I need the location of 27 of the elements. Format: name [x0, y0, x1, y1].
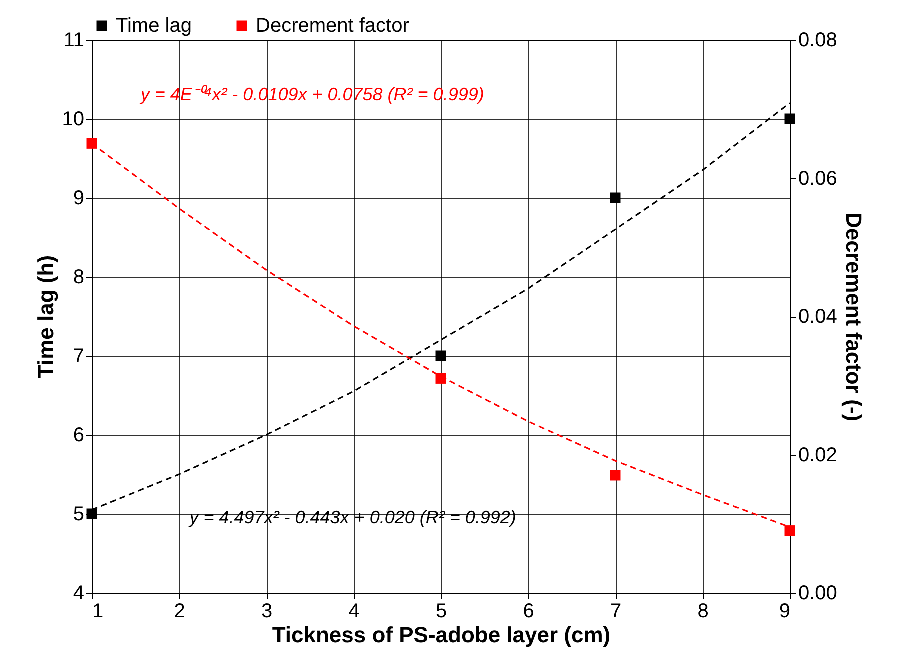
x-tick-label: 8 [698, 600, 709, 622]
y2-tick-label: 0.06 [798, 168, 838, 190]
x-tick-label: 5 [436, 600, 448, 622]
y-tick-label: 9 [73, 188, 84, 210]
y-tick-label: 6 [73, 424, 84, 446]
legend-label: Decrement factor [256, 15, 410, 37]
x-tick-label: 3 [261, 600, 273, 622]
y2-tick-label: 0.04 [798, 306, 838, 328]
y-tick-label: 10 [62, 108, 84, 130]
y-tick-label: 7 [73, 346, 84, 368]
x-tick-label: 1 [92, 600, 104, 622]
y-axis-title: Time lag (h) [33, 255, 58, 379]
y2-tick-label: 0.08 [798, 30, 838, 52]
legend-label: Time lag [116, 15, 192, 37]
x-tick-label: 7 [610, 600, 622, 622]
x-tick-label: 2 [174, 600, 186, 622]
x-tick-label: 6 [523, 600, 534, 622]
x-tick-label: 9 [779, 600, 790, 622]
y2-tick-label: 0.02 [798, 444, 838, 466]
x-tick-label: 4 [348, 600, 360, 622]
y-tick-label: 11 [64, 30, 84, 52]
y2-axis-title: Decrement factor (-) [841, 212, 866, 422]
y2-tick-label: 0.00 [798, 582, 838, 604]
x-axis-title: Tickness of PS-adobe layer (cm) [272, 622, 611, 648]
y-tick-label: 8 [73, 266, 84, 288]
y-tick-label: 4 [73, 582, 84, 604]
y-tick-label: 5 [73, 504, 84, 526]
